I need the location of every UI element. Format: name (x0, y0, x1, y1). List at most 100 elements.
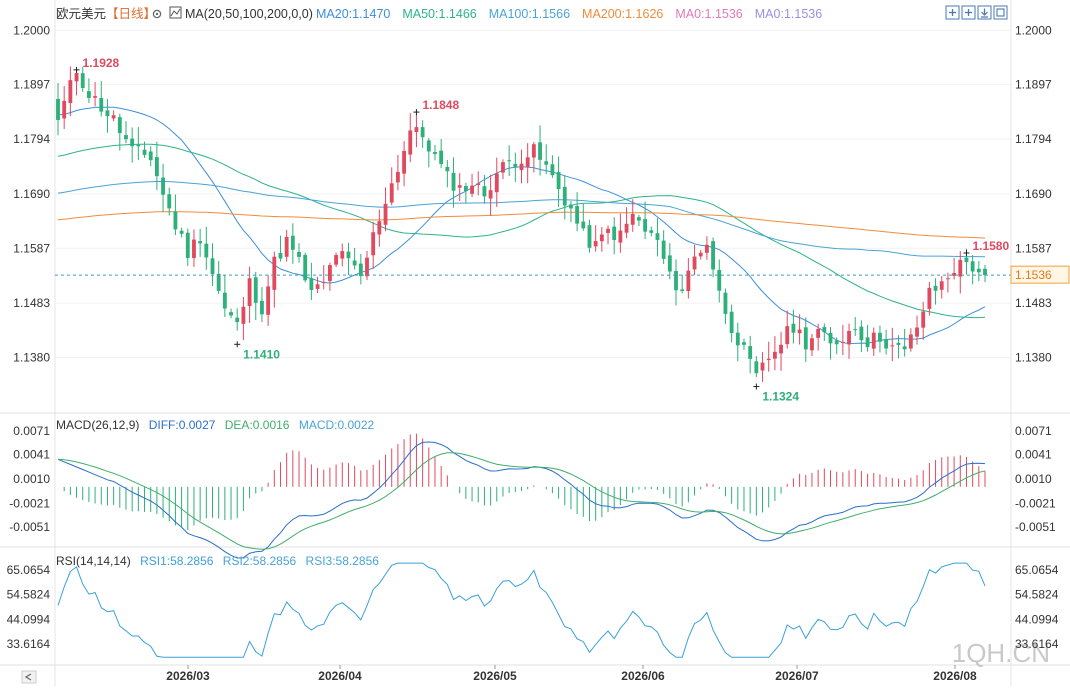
candle (86, 78, 91, 104)
candle-body (575, 206, 580, 224)
candle-body (204, 243, 209, 258)
price-tick-right: 1.2000 (1015, 23, 1052, 37)
shrink-icon[interactable] (961, 5, 976, 20)
candle-body (772, 351, 777, 359)
candle-body (847, 330, 851, 345)
rsi-tick-right: 44.0994 (1015, 612, 1059, 626)
current-price-label: 1.1536 (1015, 268, 1052, 282)
candle-body (142, 149, 147, 155)
candle (828, 326, 833, 360)
candle (463, 182, 468, 203)
candle (748, 335, 753, 374)
candle-body (216, 273, 221, 291)
candle (983, 264, 987, 283)
candle (952, 257, 957, 280)
rsi-line (57, 562, 986, 658)
candle-body (334, 255, 339, 265)
candle-body (179, 230, 184, 234)
candle-body (192, 239, 196, 258)
candle (630, 199, 635, 232)
candle (210, 243, 215, 286)
candle-body (513, 163, 518, 167)
macd-title: MACD(26,12,9) (56, 418, 139, 432)
candle (284, 229, 289, 262)
candle-body (618, 230, 623, 243)
candle (303, 252, 308, 283)
download-icon[interactable] (977, 5, 992, 20)
candle (161, 163, 165, 213)
candle (216, 260, 221, 295)
candle (278, 235, 283, 262)
price-tick-left: 1.2000 (13, 23, 50, 37)
candle (389, 167, 394, 206)
candle-body (86, 91, 91, 98)
axis-label-layer: 1.2000 1.2000 1.1897 1.1897 1.1794 1.1794 1.16… (7, 23, 1059, 683)
candle (958, 251, 963, 294)
macd-dea-value: DEA:0.0016 (225, 418, 290, 432)
candle (667, 243, 672, 280)
candle-body (735, 332, 740, 346)
candle-body (111, 115, 116, 119)
candle (136, 127, 141, 161)
rsi-layer (57, 562, 986, 658)
grid-layer (55, 29, 1011, 358)
candle (451, 157, 456, 208)
candle-body (939, 281, 944, 290)
price-tick-left: 1.1483 (13, 296, 50, 310)
x-axis-label: 2026/07 (775, 669, 819, 683)
candle (674, 259, 678, 306)
candle (371, 221, 376, 269)
candle-body (649, 230, 654, 233)
candle-body (519, 163, 524, 171)
candle-body (346, 251, 351, 259)
left-arrow-icon[interactable] (21, 670, 37, 684)
candle-body (290, 235, 295, 250)
candle (105, 98, 110, 133)
price-tick-left: 1.1690 (13, 187, 50, 201)
candle (501, 159, 505, 180)
candle (723, 288, 728, 325)
candle (915, 315, 919, 345)
candle (742, 338, 746, 350)
x-axis-label: 2026/08 (933, 669, 977, 683)
x-axis-label: 2026/03 (166, 669, 210, 683)
expand-icon[interactable] (945, 5, 960, 20)
candle-body (402, 150, 406, 174)
candle (803, 317, 808, 363)
line-chart-icon[interactable] (169, 6, 182, 19)
candle (315, 276, 320, 294)
price-tick-right: 1.1587 (1015, 241, 1052, 255)
candle (383, 187, 388, 232)
gear-icon[interactable] (152, 9, 162, 19)
price-tick-left: 1.1587 (13, 241, 50, 255)
candle-body (173, 211, 178, 230)
candle-body (445, 166, 450, 172)
period-label[interactable]: 【日线】 (106, 7, 156, 21)
candle-body (704, 244, 709, 253)
candle-body (933, 285, 938, 291)
candle (346, 242, 351, 276)
candle-body (915, 327, 919, 337)
ma-title: MA(20,50,100,200,0,0) (185, 7, 313, 21)
candle (130, 127, 135, 163)
candle (637, 214, 641, 227)
candle-body (136, 144, 141, 147)
candle (939, 275, 944, 299)
candle-body (93, 96, 97, 98)
candle (711, 237, 715, 278)
macd-tick-right: -0.0051 (1015, 520, 1056, 534)
candle (810, 333, 814, 357)
fullscreen-icon[interactable] (993, 5, 1008, 20)
candle (612, 217, 617, 255)
ma-value-1: MA50:1.1466 (402, 7, 476, 21)
candle (439, 138, 444, 169)
candle (445, 159, 450, 188)
candle-body (674, 271, 678, 291)
macd-macd-value: MACD:0.0022 (299, 418, 375, 432)
candle-body (884, 339, 889, 349)
candle (198, 228, 203, 257)
candle-body (902, 346, 907, 350)
candle-body (946, 278, 950, 280)
ma-values: MA20:1.1470 MA50:1.1466 MA100:1.1566 MA200:… (316, 7, 822, 21)
